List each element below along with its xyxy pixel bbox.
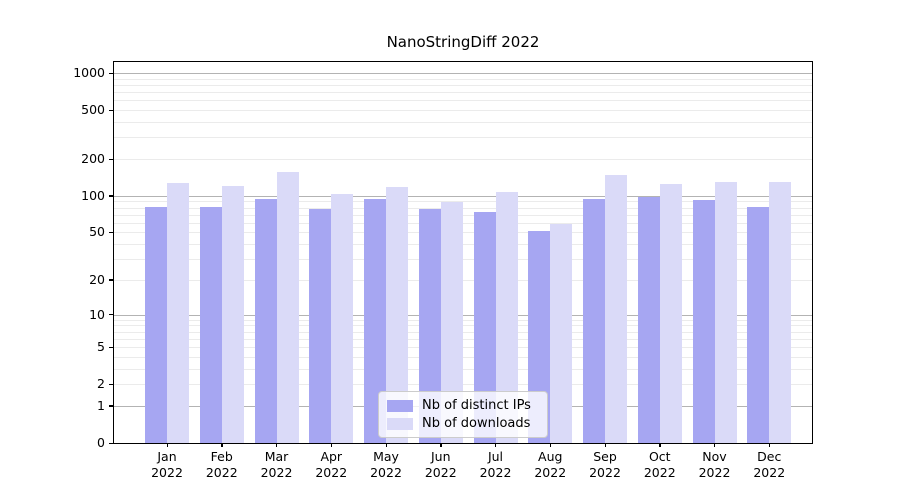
y-tick-label-2: 2 xyxy=(97,376,105,392)
bar-nb-of-distinct-ips-oct xyxy=(637,197,660,443)
gridline-y-2 xyxy=(114,384,812,386)
x-tick-label-may: May 2022 xyxy=(370,449,402,480)
bar-nb-of-downloads-jan xyxy=(167,183,189,443)
gridline-y-40 xyxy=(114,244,812,246)
bar-nb-of-distinct-ips-apr xyxy=(309,209,332,443)
bar-nb-of-downloads-mar xyxy=(276,172,299,443)
gridline-y-100 xyxy=(114,195,812,197)
x-tick-label-oct: Oct 2022 xyxy=(643,449,676,480)
bar-nb-of-downloads-feb xyxy=(221,186,244,443)
gridline-y-300 xyxy=(114,137,812,139)
legend-item-distinct-ips: Nb of distinct IPs xyxy=(387,398,539,413)
gridline-y-30 xyxy=(114,259,812,261)
gridline-y-6 xyxy=(114,338,812,340)
x-tick-label-jan: Jan 2022 xyxy=(151,449,183,480)
gridline-y-80 xyxy=(114,207,812,209)
bar-nb-of-distinct-ips-sep xyxy=(583,198,605,443)
gridline-y-9 xyxy=(114,319,812,321)
legend-item-downloads: Nb of downloads xyxy=(387,416,539,431)
bar-nb-of-distinct-ips-dec xyxy=(747,207,770,443)
gridline-y-10 xyxy=(114,314,812,316)
gridline-y-20 xyxy=(114,279,812,281)
gridline-y-3 xyxy=(114,368,812,370)
x-tick-label-jun: Jun 2022 xyxy=(424,449,457,480)
x-tick-label-mar: Mar 2022 xyxy=(260,449,293,480)
gridline-y-8 xyxy=(114,325,812,327)
gridline-y-400 xyxy=(114,122,812,124)
bar-nb-of-distinct-ips-jan xyxy=(145,207,167,443)
legend-label-distinct-ips: Nb of distinct IPs xyxy=(422,398,531,413)
gridline-y-700 xyxy=(114,92,812,94)
chart-title: NanoStringDiff 2022 xyxy=(386,33,540,51)
legend-swatch-downloads xyxy=(387,417,413,430)
y-tick-label-20: 20 xyxy=(89,271,105,287)
gridline-y-200 xyxy=(114,159,812,161)
legend: Nb of distinct IPs Nb of downloads xyxy=(378,391,548,438)
legend-swatch-distinct-ips xyxy=(387,399,413,412)
y-tick-label-200: 200 xyxy=(81,151,105,167)
x-tick-label-apr: Apr 2022 xyxy=(315,449,348,480)
gridline-y-900 xyxy=(114,78,812,80)
bar-nb-of-downloads-apr xyxy=(331,194,354,443)
gridline-y-7 xyxy=(114,331,812,333)
gridline-y-500 xyxy=(114,110,812,112)
gridline-y-5 xyxy=(114,347,812,349)
y-tick-label-5: 5 xyxy=(97,339,105,355)
plot-area xyxy=(113,61,813,444)
x-tick-label-aug: Aug 2022 xyxy=(534,449,567,480)
bar-nb-of-distinct-ips-nov xyxy=(692,199,715,443)
bar-nb-of-distinct-ips-jun xyxy=(418,209,441,443)
bar-nb-of-distinct-ips-jul xyxy=(473,211,496,443)
x-tick-label-sep: Sep 2022 xyxy=(589,449,621,480)
x-tick-label-dec: Dec 2022 xyxy=(753,449,786,480)
gridline-y-4 xyxy=(114,356,812,358)
y-tick-label-1: 1 xyxy=(97,397,105,413)
gridline-y-800 xyxy=(114,84,812,86)
y-tick-label-50: 50 xyxy=(89,224,105,240)
y-tick-label-100: 100 xyxy=(81,187,105,203)
bar-nb-of-downloads-oct xyxy=(659,183,682,443)
bar-nb-of-downloads-aug xyxy=(550,223,573,443)
y-tick-label-0: 0 xyxy=(97,435,105,450)
gridline-y-600 xyxy=(114,100,812,102)
y-tick-label-1000: 1000 xyxy=(73,65,105,81)
bar-nb-of-downloads-jun xyxy=(440,202,463,443)
gridline-y-60 xyxy=(114,222,812,224)
bar-nb-of-distinct-ips-mar xyxy=(254,198,277,443)
bar-nb-of-downloads-sep xyxy=(605,175,627,443)
bar-nb-of-downloads-nov xyxy=(714,181,737,443)
y-tick-label-500: 500 xyxy=(81,102,105,118)
gridline-y-70 xyxy=(114,214,812,216)
x-tick-label-nov: Nov 2022 xyxy=(698,449,731,480)
x-tick-label-feb: Feb 2022 xyxy=(205,449,238,480)
bar-nb-of-distinct-ips-aug xyxy=(528,231,551,443)
gridline-y-90 xyxy=(114,201,812,203)
legend-label-downloads: Nb of downloads xyxy=(422,416,531,431)
gridline-y-1000 xyxy=(114,73,812,75)
bar-nb-of-distinct-ips-may xyxy=(364,199,386,443)
bar-nb-of-downloads-jul xyxy=(495,191,518,443)
bar-nb-of-downloads-dec xyxy=(769,181,792,443)
bar-nb-of-downloads-may xyxy=(386,187,408,443)
gridline-y-50 xyxy=(114,232,812,234)
bar-nb-of-distinct-ips-feb xyxy=(199,207,222,443)
x-tick-label-jul: Jul 2022 xyxy=(479,449,512,480)
y-tick-label-10: 10 xyxy=(89,306,105,322)
